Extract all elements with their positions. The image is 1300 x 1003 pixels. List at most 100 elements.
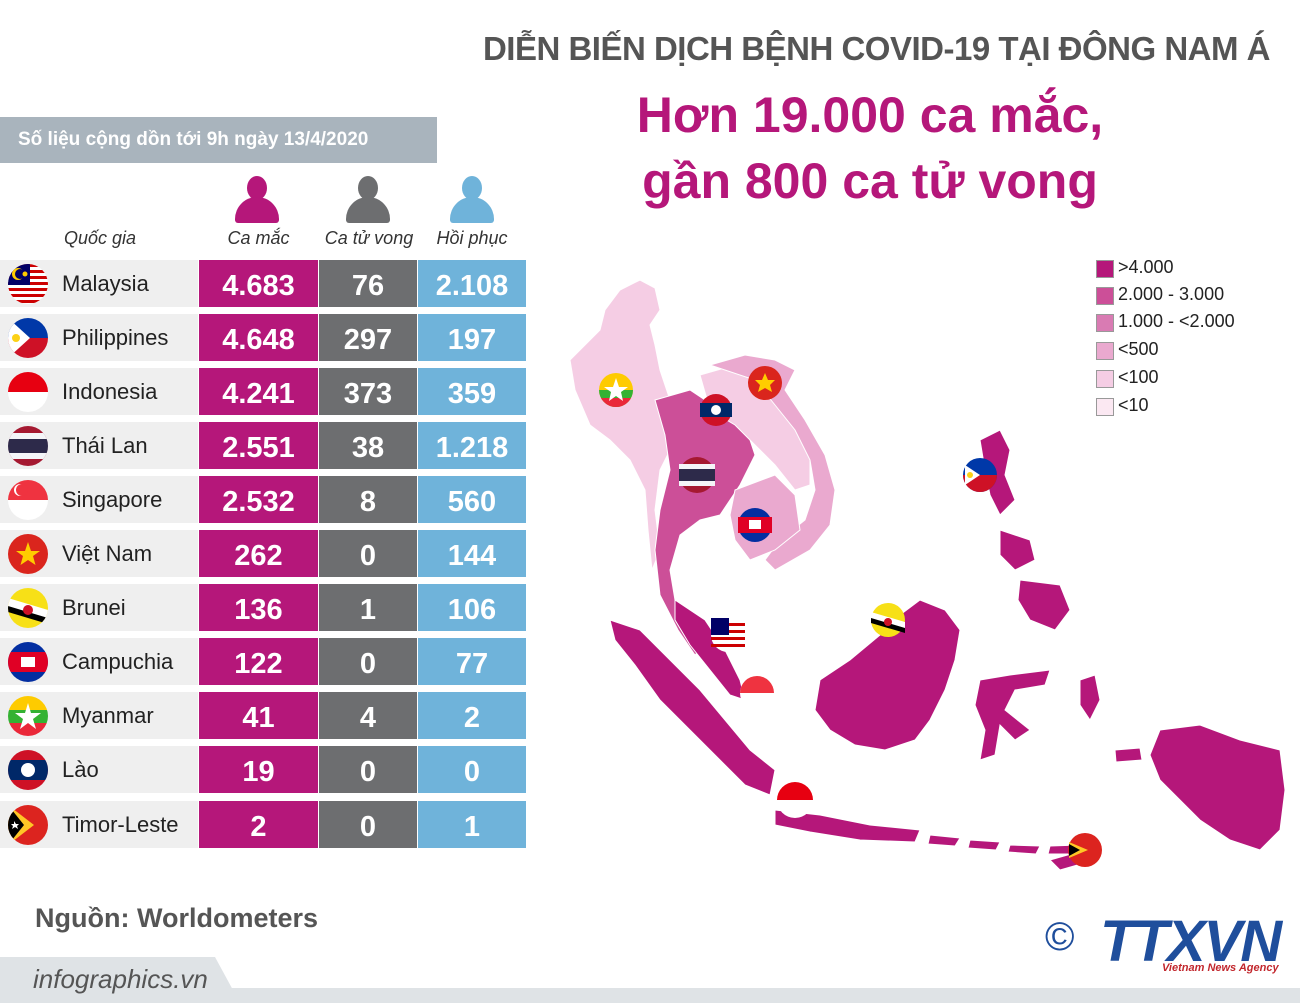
ttxvn-logo: TTXVN bbox=[1100, 909, 1282, 974]
country-cell: Lào bbox=[0, 746, 198, 793]
philippines-map-flag-icon bbox=[963, 458, 997, 492]
legend-swatch bbox=[1096, 342, 1114, 360]
southeast-asia-map bbox=[569, 279, 1286, 871]
cases-person-icon bbox=[235, 176, 279, 224]
philippines-region bbox=[979, 429, 1071, 631]
papua-region bbox=[1149, 724, 1286, 851]
deaths-cell: 8 bbox=[319, 476, 417, 523]
singapore-map-flag-icon bbox=[740, 676, 774, 710]
myanmar-flag-icon bbox=[8, 696, 48, 736]
timor-leste-flag-icon bbox=[8, 805, 48, 845]
cases-cell: 4.683 bbox=[199, 260, 318, 307]
footer-site-link[interactable]: infographics.vn bbox=[33, 964, 208, 994]
deaths-cell: 76 bbox=[319, 260, 417, 307]
table-row: Campuchia 122 0 77 bbox=[0, 638, 526, 685]
recovered-cell: 2.108 bbox=[418, 260, 526, 307]
cases-cell: 262 bbox=[199, 530, 318, 577]
ttxvn-tagline: Vietnam News Agency bbox=[1162, 962, 1279, 974]
table-row: Thái Lan 2.551 38 1.218 bbox=[0, 422, 526, 469]
recovered-cell: 1 bbox=[418, 801, 526, 848]
table-row: Brunei 136 1 106 bbox=[0, 584, 526, 631]
vietnam-flag-icon bbox=[8, 534, 48, 574]
deaths-cell: 4 bbox=[319, 692, 417, 739]
recovered-cell: 359 bbox=[418, 368, 526, 415]
country-name: Myanmar bbox=[62, 703, 154, 728]
deaths-cell: 38 bbox=[319, 422, 417, 469]
legend-swatch bbox=[1096, 370, 1114, 388]
sumatra-region bbox=[609, 619, 776, 796]
cases-cell: 2.551 bbox=[199, 422, 318, 469]
country-name: Singapore bbox=[62, 487, 163, 512]
legend-label: 2.000 - 3.000 bbox=[1118, 284, 1225, 304]
deaths-cell: 373 bbox=[319, 368, 417, 415]
table-row: Timor-Leste 2 0 1 bbox=[0, 801, 526, 848]
indonesia-flag-icon bbox=[8, 372, 48, 412]
country-cell: Myanmar bbox=[0, 692, 198, 739]
recovered-cell: 197 bbox=[418, 314, 526, 361]
top-title: DIỄN BIẾN DỊCH BỆNH COVID-19 TẠI ĐÔNG NA… bbox=[482, 30, 1271, 67]
country-cell: Singapore bbox=[0, 476, 198, 523]
legend-swatch bbox=[1096, 398, 1114, 416]
country-cell: Malaysia bbox=[0, 260, 198, 307]
indonesia-map-flag-icon bbox=[777, 782, 813, 818]
legend-swatch bbox=[1096, 287, 1114, 305]
cambodia-map-flag-icon bbox=[738, 508, 772, 542]
malaysia-map-flag-icon bbox=[711, 618, 745, 652]
country-name: Lào bbox=[62, 757, 99, 782]
country-name: Campuchia bbox=[62, 649, 174, 674]
country-name: Malaysia bbox=[62, 271, 149, 296]
laos-map-flag-icon bbox=[700, 394, 732, 426]
table-row: Malaysia 4.683 76 2.108 bbox=[0, 260, 526, 307]
vietnam-map-flag-icon bbox=[748, 366, 782, 400]
recovered-cell: 77 bbox=[418, 638, 526, 685]
country-name: Timor-Leste bbox=[62, 812, 179, 837]
table-row: Việt Nam 262 0 144 bbox=[0, 530, 526, 577]
footer-tab bbox=[0, 957, 240, 1003]
cases-cell: 41 bbox=[199, 692, 318, 739]
table-row: Lào 19 0 0 bbox=[0, 746, 526, 793]
legend-swatch bbox=[1096, 314, 1114, 332]
recovered-person-icon bbox=[450, 176, 494, 224]
country-name: Philippines bbox=[62, 325, 169, 350]
country-cell: Việt Nam bbox=[0, 530, 198, 577]
cases-cell: 136 bbox=[199, 584, 318, 631]
table-row: Philippines 4.648 297 197 bbox=[0, 314, 526, 361]
thailand-map-flag-icon bbox=[679, 457, 715, 493]
malaysia-flag-icon bbox=[8, 264, 48, 304]
table-row: Myanmar 41 4 2 bbox=[0, 692, 526, 739]
brunei-flag-icon bbox=[8, 588, 48, 628]
country-name: Brunei bbox=[62, 595, 126, 620]
cases-cell: 4.241 bbox=[199, 368, 318, 415]
country-cell: Indonesia bbox=[0, 368, 198, 415]
date-banner: Số liệu cộng dồn tới 9h ngày 13/4/2020 bbox=[0, 117, 437, 163]
legend-swatch bbox=[1096, 260, 1114, 278]
column-header-recovered: Hồi phục bbox=[436, 228, 508, 248]
recovered-cell: 0 bbox=[418, 746, 526, 793]
column-header-deaths: Ca tử vong bbox=[324, 228, 414, 248]
recovered-cell: 106 bbox=[418, 584, 526, 631]
lesser-sunda-region bbox=[927, 834, 1081, 855]
cases-cell: 2 bbox=[199, 801, 318, 848]
deaths-cell: 0 bbox=[319, 530, 417, 577]
singapore-flag-icon bbox=[8, 480, 48, 520]
legend-label: <500 bbox=[1118, 339, 1159, 359]
copyright-icon: © bbox=[1045, 915, 1075, 959]
deaths-person-icon bbox=[346, 176, 390, 224]
brunei-map-flag-icon bbox=[871, 603, 905, 637]
cases-cell: 4.648 bbox=[199, 314, 318, 361]
timor-leste-map-flag-icon bbox=[1068, 833, 1102, 867]
legend-label: 1.000 - <2.000 bbox=[1118, 311, 1235, 331]
headline-line-1: Hơn 19.000 ca mắc, bbox=[636, 87, 1104, 143]
country-name: Indonesia bbox=[62, 379, 158, 404]
recovered-cell: 144 bbox=[418, 530, 526, 577]
column-header-cases: Ca mắc bbox=[227, 228, 290, 248]
deaths-cell: 297 bbox=[319, 314, 417, 361]
philippines-flag-icon bbox=[8, 318, 48, 358]
java-region bbox=[774, 809, 921, 843]
country-cell: Philippines bbox=[0, 314, 198, 361]
sulawesi-region bbox=[974, 669, 1051, 761]
deaths-cell: 0 bbox=[319, 746, 417, 793]
legend-label: <100 bbox=[1118, 367, 1159, 387]
cases-cell: 122 bbox=[199, 638, 318, 685]
country-cell: Campuchia bbox=[0, 638, 198, 685]
